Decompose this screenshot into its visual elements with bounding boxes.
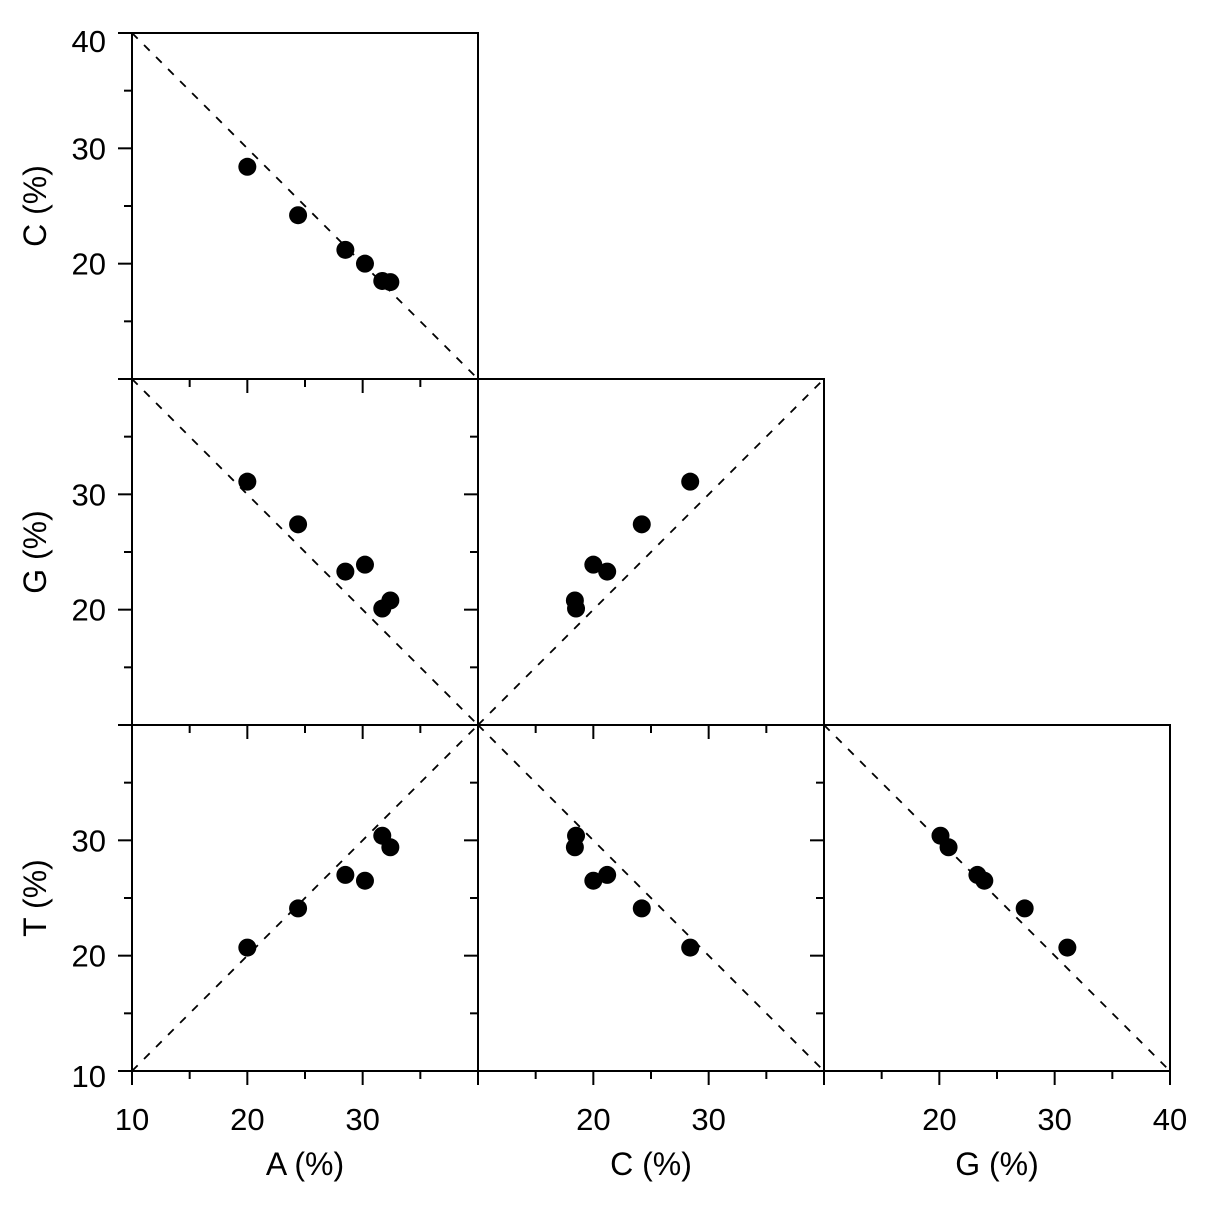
- data-point: [1058, 938, 1077, 957]
- data-point: [238, 472, 257, 491]
- panel-T-vs-G-reference-line: [823, 724, 1171, 1072]
- panel-C-vs-A-reference-line: [131, 32, 479, 380]
- y-tick-label: 40: [72, 24, 106, 59]
- y-axis-title-G: G (%): [17, 510, 53, 594]
- x-tick-label: 20: [576, 1102, 610, 1137]
- data-point: [355, 871, 374, 890]
- data-point: [681, 938, 700, 957]
- data-point: [584, 555, 603, 574]
- panel-G-vs-A-reference-line: [131, 378, 479, 726]
- y-tick-label: 20: [72, 593, 106, 628]
- data-point: [381, 591, 400, 610]
- x-tick-label: 40: [1153, 1102, 1187, 1137]
- y-axis-title-T: T (%): [17, 859, 53, 937]
- data-point: [381, 273, 400, 292]
- x-axis-title-C: C (%): [610, 1146, 692, 1182]
- data-point: [939, 838, 958, 857]
- data-point: [336, 240, 355, 259]
- y-tick-label: 20: [72, 939, 106, 974]
- data-point: [289, 899, 308, 918]
- data-point: [632, 899, 651, 918]
- x-axis-title-G: G (%): [955, 1146, 1039, 1182]
- y-tick-label: 30: [72, 823, 106, 858]
- y-axis-title-C: C (%): [17, 165, 53, 247]
- x-tick-label: 30: [345, 1102, 379, 1137]
- x-tick-label: 30: [691, 1102, 725, 1137]
- x-tick-label: 10: [115, 1102, 149, 1137]
- y-tick-label: 10: [72, 1059, 106, 1094]
- data-point: [584, 871, 603, 890]
- data-point: [289, 206, 308, 225]
- data-point: [975, 871, 994, 890]
- data-point: [565, 838, 584, 857]
- y-tick-label: 30: [72, 477, 106, 512]
- x-tick-label: 20: [922, 1102, 956, 1137]
- y-tick-label: 30: [72, 131, 106, 166]
- panel-G-vs-C-reference-line: [477, 378, 825, 726]
- panel-T-vs-C-reference-line: [477, 724, 825, 1072]
- data-point: [565, 591, 584, 610]
- data-point: [336, 562, 355, 581]
- data-point: [598, 865, 617, 884]
- data-point: [1015, 899, 1034, 918]
- data-point: [355, 555, 374, 574]
- data-point: [598, 562, 617, 581]
- data-point: [336, 865, 355, 884]
- x-axis-title-A: A (%): [266, 1146, 344, 1182]
- data-point: [632, 515, 651, 534]
- data-point: [355, 254, 374, 273]
- x-tick-label: 30: [1037, 1102, 1071, 1137]
- data-point: [289, 515, 308, 534]
- x-tick-label: 20: [230, 1102, 264, 1137]
- data-point: [238, 938, 257, 957]
- data-point: [238, 157, 257, 176]
- panel-T-vs-A-reference-line: [131, 724, 479, 1072]
- y-tick-label: 20: [72, 247, 106, 282]
- data-point: [381, 838, 400, 857]
- data-point: [681, 472, 700, 491]
